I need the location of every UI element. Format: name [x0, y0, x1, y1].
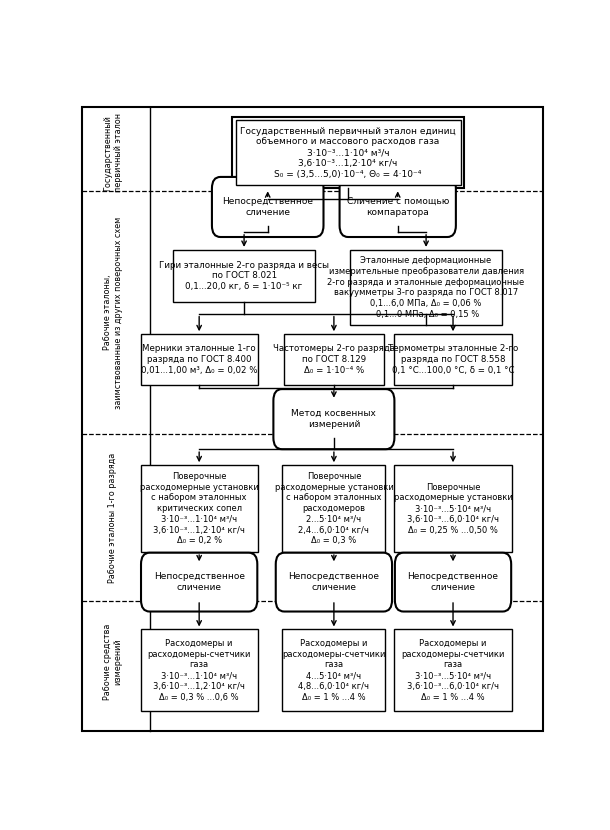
Text: Эталонные деформационные
измерительные преобразователи давления
2-го разряда и э: Эталонные деформационные измерительные п… — [328, 256, 525, 319]
Text: Непосредственное
сличение: Непосредственное сличение — [407, 572, 498, 592]
Bar — [282, 465, 386, 552]
Text: Частотомеры 2-го разряда
по ГОСТ 8.129
Δ₀ = 1·10⁻⁴ %: Частотомеры 2-го разряда по ГОСТ 8.129 Δ… — [273, 344, 395, 375]
Text: Метод косвенных
измерений: Метод косвенных измерений — [292, 409, 376, 429]
Text: Поверочные
расходомерные установки
с набором эталонных
критических сопел
3·10⁻³.: Поверочные расходомерные установки с наб… — [140, 472, 259, 545]
Text: Гири эталонные 2-го разряда и весы
по ГОСТ 8.021
0,1...20,0 кг, δ = 1·10⁻⁵ кг: Гири эталонные 2-го разряда и весы по ГО… — [159, 261, 329, 291]
Text: Мерники эталонные 1-го
разряда по ГОСТ 8.400
0,01...1,00 м³, Δ₀ = 0,02 %: Мерники эталонные 1-го разряда по ГОСТ 8… — [141, 344, 257, 375]
Bar — [140, 629, 258, 711]
Text: Рабочие эталоны,
заимствованные из других поверочных схем: Рабочие эталоны, заимствованные из други… — [103, 217, 123, 408]
Bar — [140, 465, 258, 552]
Bar — [394, 334, 512, 385]
Bar — [173, 250, 315, 302]
Text: Поверочные
расходомерные установки
3·10⁻³...5·10⁴ м³/ч
3,6·10⁻³...6,0·10⁴ кг/ч
Δ: Поверочные расходомерные установки 3·10⁻… — [393, 482, 512, 535]
Text: Расходомеры и
расходомеры-счетчики
газа
3·10⁻³...1·10⁴ м³/ч
3,6·10⁻³...1,2·10⁴ к: Расходомеры и расходомеры-счетчики газа … — [148, 639, 251, 701]
Text: Государственный первичный эталон единиц
объемного и массового расходов газа
3·10: Государственный первичный эталон единиц … — [240, 127, 456, 178]
Bar — [235, 120, 461, 185]
Text: Непосредственное
сличение: Непосредственное сличение — [222, 197, 313, 217]
Bar — [350, 250, 501, 325]
Text: Расходомеры и
расходомеры-счетчики
газа
3·10⁻³...5·10⁴ м³/ч
3,6·10⁻³...6,0·10⁴ к: Расходомеры и расходомеры-счетчики газа … — [401, 639, 504, 701]
Text: Рабочие эталоны 1-го разряда: Рабочие эталоны 1-го разряда — [109, 452, 117, 583]
Bar — [140, 334, 258, 385]
Bar — [284, 334, 384, 385]
Text: Непосредственное
сличение: Непосредственное сличение — [289, 572, 379, 592]
Text: Рабочие средства
измерений: Рабочие средства измерений — [103, 624, 123, 701]
FancyBboxPatch shape — [395, 553, 511, 612]
FancyBboxPatch shape — [276, 553, 392, 612]
Bar — [282, 629, 386, 711]
Text: Непосредственное
сличение: Непосредственное сличение — [154, 572, 245, 592]
FancyBboxPatch shape — [141, 553, 257, 612]
Text: Расходомеры и
расходомеры-счетчики
газа
4...5·10⁴ м³/ч
4,8...6,0·10⁴ кг/ч
Δ₀ = 1: Расходомеры и расходомеры-счетчики газа … — [282, 639, 386, 701]
FancyBboxPatch shape — [340, 177, 456, 237]
Text: Термометры эталонные 2-го
разряда по ГОСТ 8.558
0,1 °С...100,0 °С, δ = 0,1 °С: Термометры эталонные 2-го разряда по ГОС… — [388, 344, 518, 375]
FancyBboxPatch shape — [273, 389, 395, 449]
Bar — [395, 465, 512, 552]
FancyBboxPatch shape — [212, 177, 323, 237]
Text: Поверочные
расходомерные установки
с набором эталонных
расходомеров
2...5·10⁴ м³: Поверочные расходомерные установки с наб… — [274, 472, 393, 545]
Text: Сличение с помощью
компаратора: Сличение с помощью компаратора — [346, 197, 449, 217]
Text: Государственный
первичный эталон: Государственный первичный эталон — [103, 114, 123, 193]
Bar — [232, 118, 464, 188]
Bar — [395, 629, 512, 711]
